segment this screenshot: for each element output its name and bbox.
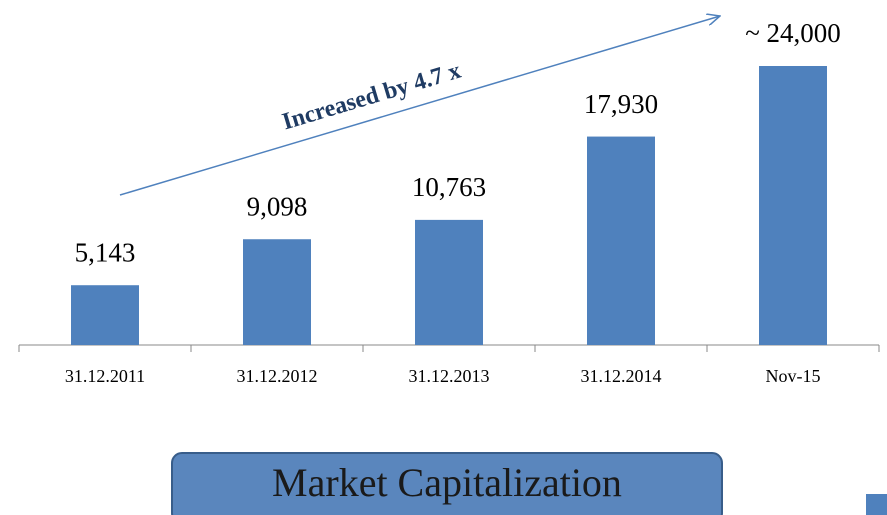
value-label: ~ 24,000 <box>745 18 841 48</box>
trend-arrow <box>119 16 720 196</box>
bar <box>243 239 311 345</box>
x-tick-label: 31.12.2011 <box>65 366 145 386</box>
corner-square <box>866 494 887 515</box>
value-label: 9,098 <box>247 191 308 221</box>
value-label: 5,143 <box>75 237 136 267</box>
bar <box>759 66 827 345</box>
footer-box <box>171 452 723 515</box>
value-label: 17,930 <box>584 89 658 119</box>
annotation: Increased by 4.7 x <box>279 58 464 136</box>
footer-title: Market Capitalization <box>272 460 622 505</box>
x-tick-label: 31.12.2014 <box>581 366 662 386</box>
x-tick-label: Nov-15 <box>766 366 821 386</box>
bar <box>587 136 655 345</box>
bar <box>71 285 139 345</box>
x-tick-label: 31.12.2013 <box>409 366 490 386</box>
bar <box>415 219 483 345</box>
value-label: 10,763 <box>412 172 486 202</box>
x-tick-label: 31.12.2012 <box>237 366 318 386</box>
